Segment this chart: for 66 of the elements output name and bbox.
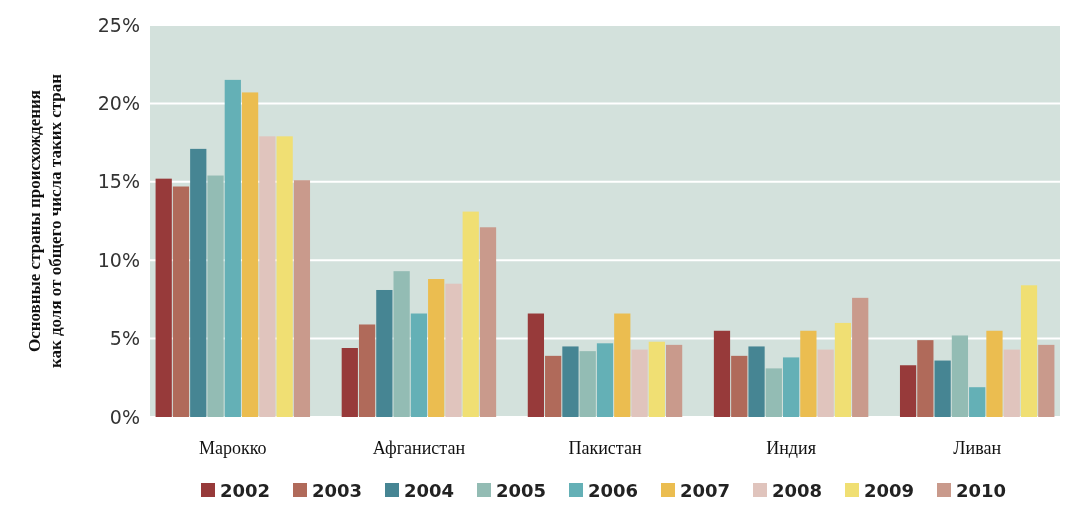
bar <box>155 178 172 417</box>
x-tick-label: Пакистан <box>568 438 642 458</box>
bar <box>579 351 596 417</box>
bar <box>713 330 731 417</box>
bar <box>731 355 748 417</box>
bar <box>172 186 190 417</box>
y-tick-label: 10% <box>97 248 140 271</box>
x-tick-label: Ливан <box>953 438 1002 458</box>
bar <box>259 136 276 417</box>
bar <box>986 330 1003 417</box>
bar <box>665 344 683 417</box>
bar <box>917 340 934 417</box>
legend-label: 2010 <box>956 480 1007 501</box>
y-tick-label: 25% <box>97 13 140 36</box>
legend-label: 2008 <box>772 480 823 501</box>
bar <box>410 313 428 417</box>
bar <box>293 180 311 417</box>
bar <box>224 79 241 417</box>
bar <box>527 313 545 417</box>
bar <box>276 136 293 417</box>
bar <box>852 297 869 417</box>
bar <box>479 227 497 417</box>
bar <box>428 279 445 417</box>
x-tick-label: Индия <box>766 438 816 458</box>
bar <box>969 387 986 417</box>
bar <box>782 357 800 417</box>
bar <box>631 349 648 417</box>
x-tick-label: Марокко <box>199 438 267 458</box>
bar <box>1020 285 1038 417</box>
bar <box>1038 344 1055 417</box>
y-tick-label: 15% <box>97 170 140 193</box>
legend-label: 2009 <box>864 480 915 501</box>
bar <box>393 271 410 417</box>
bar <box>899 365 917 417</box>
bar <box>462 211 479 417</box>
bar <box>445 283 462 417</box>
legend-label: 2005 <box>496 480 547 501</box>
bar <box>545 355 562 417</box>
bar <box>341 348 358 417</box>
y-tick-label: 5% <box>109 327 140 350</box>
bar <box>596 343 614 417</box>
legend-label: 2002 <box>220 480 271 501</box>
y-tick-label: 0% <box>109 405 140 428</box>
bar <box>817 349 834 417</box>
bar <box>207 175 224 417</box>
bar <box>800 330 817 417</box>
legend-label: 2003 <box>312 480 363 501</box>
bar <box>765 368 782 417</box>
y-tick-label: 20% <box>97 92 140 115</box>
bar <box>834 322 852 417</box>
legend-label: 2004 <box>404 480 455 501</box>
bar <box>358 324 376 417</box>
bar <box>376 289 393 417</box>
bar <box>562 346 579 417</box>
bar <box>190 148 207 417</box>
bar <box>1003 349 1020 417</box>
y-axis-title: Основные страны происхождения как доля от общего числа таких стран <box>25 73 65 369</box>
bar <box>951 335 969 417</box>
legend-label: 2006 <box>588 480 639 501</box>
bar <box>614 313 631 417</box>
bar <box>241 92 259 417</box>
bar <box>648 341 665 417</box>
bar <box>748 346 765 417</box>
legend-label: 2007 <box>680 480 731 501</box>
bar <box>934 360 951 417</box>
x-tick-label: Афганистан <box>372 438 466 458</box>
